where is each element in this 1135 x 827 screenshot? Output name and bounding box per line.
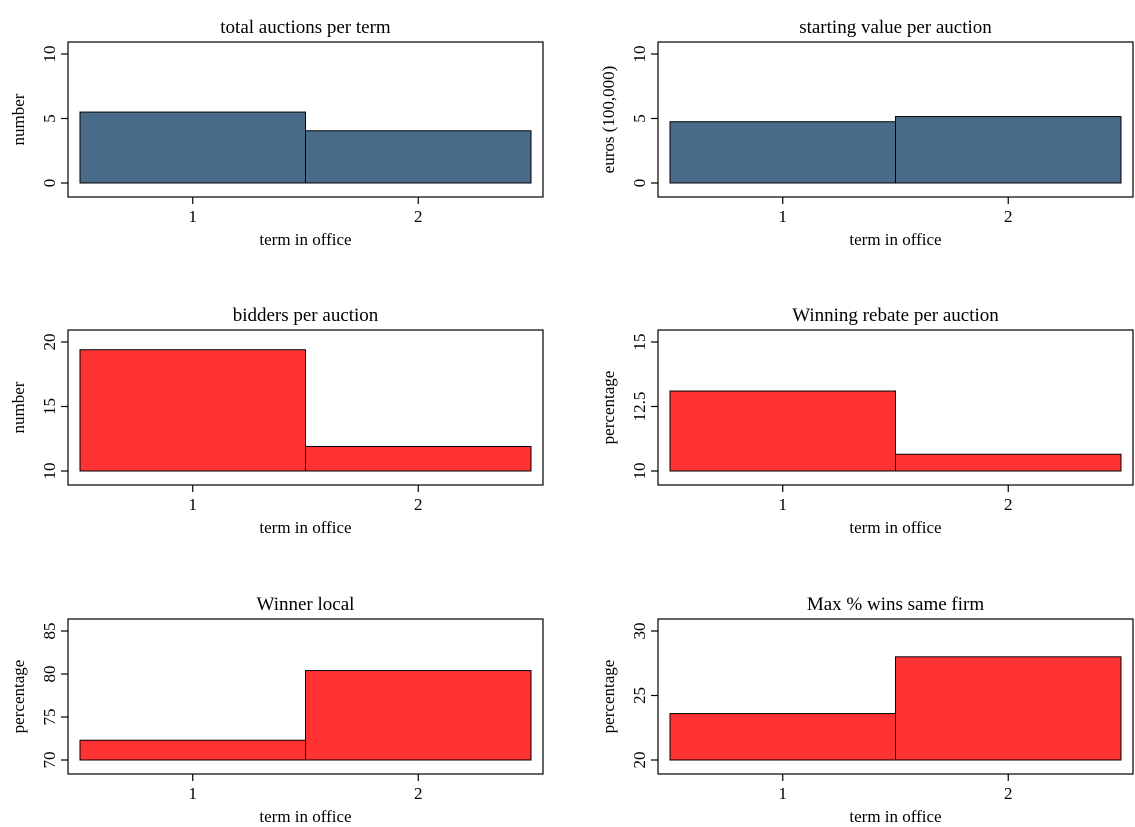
y-tick-label: 20 — [40, 334, 59, 351]
y-tick-label: 10 — [40, 46, 59, 63]
x-tick-label: 2 — [414, 495, 423, 514]
plot-frame — [657, 41, 1134, 198]
bar-term-2 — [305, 670, 532, 761]
panel-title: starting value per auction — [799, 17, 992, 38]
x-tick-label: 2 — [414, 784, 423, 803]
y-tick-label: 30 — [630, 623, 649, 640]
y-axis-title: percentage — [599, 371, 618, 445]
x-tick-label: 2 — [1004, 207, 1013, 226]
y-tick-label: 10 — [40, 463, 59, 480]
x-tick-label: 2 — [1004, 784, 1013, 803]
bar-term-1 — [79, 349, 306, 472]
panel-title: Max % wins same firm — [807, 594, 985, 615]
bar-term-1 — [79, 739, 306, 761]
panel-3: bidders per auction 10 15 20 number 1 2 term in… — [9, 305, 544, 537]
panel-4: Winning rebate per auction 10 12.5 15 percen… — [599, 305, 1134, 537]
bar-term-1 — [669, 390, 896, 472]
plot-frame — [67, 41, 544, 198]
panel-2: starting value per auction 0 5 10 euros (100… — [599, 17, 1134, 249]
x-axis-title: term in office — [259, 230, 351, 249]
y-tick-label: 0 — [40, 179, 59, 188]
y-axis-title: number — [9, 381, 28, 433]
y-axis-title: percentage — [9, 660, 28, 734]
panel-title: total auctions per term — [220, 17, 391, 38]
x-axis-title: term in office — [849, 807, 941, 826]
y-tick-label: 5 — [630, 114, 649, 123]
panel-title: Winning rebate per auction — [792, 305, 999, 326]
y-tick-label: 70 — [40, 752, 59, 769]
x-tick-label: 1 — [779, 207, 788, 226]
y-tick-label: 85 — [40, 623, 59, 640]
x-tick-label: 1 — [189, 207, 198, 226]
y-tick-label: 20 — [630, 752, 649, 769]
y-axis-title: euros (100,000) — [599, 66, 618, 174]
y-tick-label: 0 — [630, 179, 649, 188]
x-axis-title: term in office — [849, 518, 941, 537]
y-axis-title: percentage — [599, 660, 618, 734]
y-tick-label: 15 — [630, 334, 649, 351]
x-tick-label: 1 — [779, 495, 788, 514]
x-axis-title: term in office — [259, 518, 351, 537]
x-axis-title: term in office — [259, 807, 351, 826]
panel-title: bidders per auction — [233, 305, 379, 326]
panel-5: Winner local 70 75 80 85 percentage 1 2 term in … — [9, 594, 544, 826]
y-tick-label: 15 — [40, 398, 59, 415]
y-axis-title: number — [9, 93, 28, 145]
panel-6: Max % wins same firm 20 25 30 percentage 1 2 te… — [599, 594, 1134, 826]
x-tick-label: 2 — [1004, 495, 1013, 514]
bar-term-2 — [895, 116, 1122, 184]
x-tick-label: 1 — [189, 784, 198, 803]
panel-title: Winner local — [257, 594, 355, 615]
bar-term-2 — [895, 453, 1122, 472]
bar-term-2 — [895, 656, 1122, 761]
x-tick-label: 1 — [189, 495, 198, 514]
bar-term-1 — [669, 713, 896, 761]
plot-frame — [657, 329, 1134, 486]
plot-frame — [67, 329, 544, 486]
x-tick-label: 1 — [779, 784, 788, 803]
bar-term-1 — [79, 111, 306, 184]
y-tick-label: 75 — [40, 709, 59, 726]
bar-term-2 — [305, 130, 532, 184]
x-axis-title: term in office — [849, 230, 941, 249]
panel-1: total auctions per term 0 5 10 number 1 2 term … — [9, 17, 544, 249]
y-tick-label: 25 — [630, 687, 649, 704]
y-tick-label: 80 — [40, 666, 59, 683]
y-tick-label: 5 — [40, 114, 59, 123]
y-tick-label: 12.5 — [630, 392, 649, 422]
bar-term-1 — [669, 121, 896, 184]
y-tick-label: 10 — [630, 463, 649, 480]
y-tick-label: 10 — [630, 46, 649, 63]
bar-term-2 — [305, 445, 532, 472]
plot-frame — [657, 618, 1134, 775]
plot-frame — [67, 618, 544, 775]
x-tick-label: 2 — [414, 207, 423, 226]
